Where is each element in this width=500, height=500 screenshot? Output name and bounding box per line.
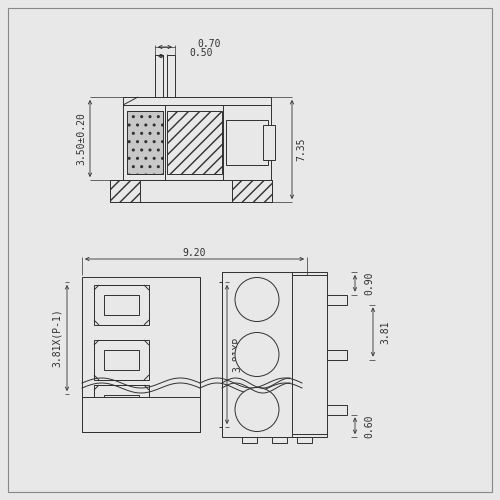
Bar [263, 125, 275, 160]
Bar [127, 111, 163, 174]
Text: 3.81: 3.81 [380, 320, 390, 344]
Bar [155, 55, 163, 107]
Bar [167, 55, 175, 107]
Circle shape [235, 388, 279, 432]
Bar [110, 180, 140, 202]
Bar [104, 350, 139, 370]
Text: 0.70: 0.70 [197, 39, 220, 49]
Circle shape [235, 278, 279, 322]
Bar [327, 350, 347, 360]
Bar [272, 437, 287, 443]
Bar [82, 397, 200, 432]
Bar [104, 295, 139, 315]
Bar [297, 437, 312, 443]
Bar [123, 105, 271, 180]
Bar [104, 395, 139, 415]
Bar [123, 97, 271, 105]
Bar [110, 180, 272, 202]
Bar [222, 272, 327, 437]
Text: 3.81XP: 3.81XP [232, 337, 242, 372]
Bar [226, 120, 268, 165]
Circle shape [235, 332, 279, 376]
Text: 9.20: 9.20 [183, 248, 206, 258]
Bar [327, 294, 347, 304]
Text: 3.50±0.20: 3.50±0.20 [76, 112, 86, 165]
Text: 0.90: 0.90 [364, 272, 374, 295]
Bar [242, 437, 257, 443]
Bar [94, 285, 149, 325]
Text: 3.81X(P-1): 3.81X(P-1) [52, 308, 62, 368]
Text: 0.60: 0.60 [364, 414, 374, 438]
Text: 7.35: 7.35 [296, 138, 306, 161]
Bar [94, 340, 149, 380]
Text: 0.50: 0.50 [189, 48, 212, 58]
Bar [140, 180, 232, 202]
Bar [232, 180, 272, 202]
Bar [82, 277, 200, 432]
Bar [327, 404, 347, 414]
Bar [167, 111, 222, 174]
Bar [94, 385, 149, 425]
